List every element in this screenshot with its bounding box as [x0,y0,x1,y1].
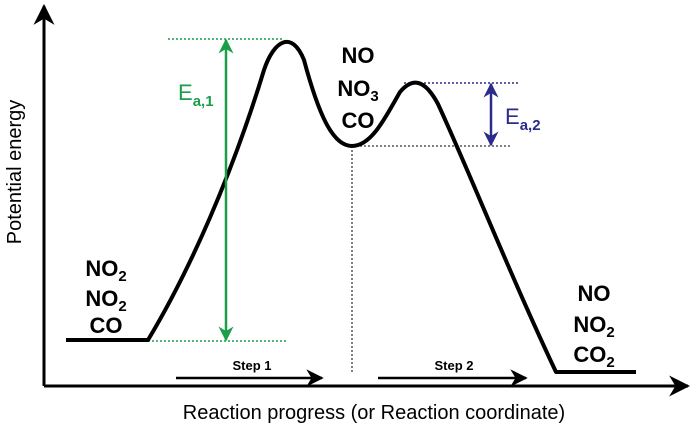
svg-text:NO2: NO2 [85,286,126,315]
y-axis-label: Potential energy [4,100,26,245]
ea2-label: Ea,2 [505,104,541,134]
svg-text:CO: CO [342,108,375,133]
x-axis-label: Reaction progress (or Reaction coordinat… [183,402,565,424]
svg-text:NO2: NO2 [85,256,126,285]
energy-curve [66,39,636,374]
svg-text:CO2: CO2 [573,342,614,371]
svg-text:CO: CO [90,313,123,338]
ea1-label: Ea,1 [178,80,214,110]
svg-text:NO: NO [342,43,375,68]
svg-text:NO: NO [578,281,611,306]
reactants-label: NO2 NO2 CO [85,256,126,338]
step2-label: Step 2 [434,358,473,373]
svg-text:NO3: NO3 [337,76,378,105]
products-label: NO NO2 CO2 [573,281,614,371]
intermediate-label: NO NO3 CO [337,43,378,133]
step1-label: Step 1 [232,358,271,373]
svg-text:NO2: NO2 [573,312,614,341]
